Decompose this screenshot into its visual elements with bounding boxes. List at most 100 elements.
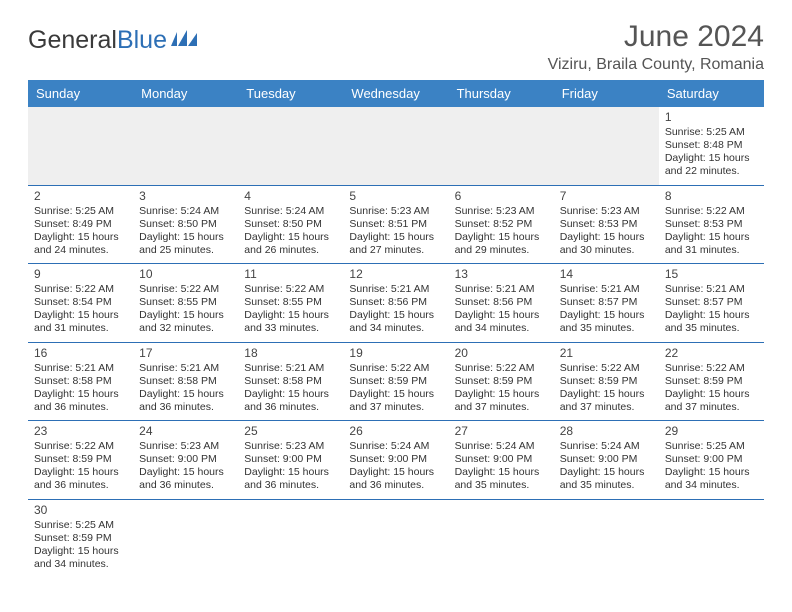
calendar-cell xyxy=(133,107,238,185)
daylight-line: Daylight: 15 hours and 35 minutes. xyxy=(455,466,548,492)
calendar-cell: 18Sunrise: 5:21 AMSunset: 8:58 PMDayligh… xyxy=(238,342,343,421)
daylight-line: Daylight: 15 hours and 35 minutes. xyxy=(665,309,758,335)
sunset-line: Sunset: 8:58 PM xyxy=(139,375,232,388)
calendar-cell: 13Sunrise: 5:21 AMSunset: 8:56 PMDayligh… xyxy=(449,264,554,343)
daylight-line: Daylight: 15 hours and 37 minutes. xyxy=(665,388,758,414)
day-number: 8 xyxy=(665,189,758,204)
day-header-row: SundayMondayTuesdayWednesdayThursdayFrid… xyxy=(28,80,764,107)
sunset-line: Sunset: 9:00 PM xyxy=(244,453,337,466)
sunrise-line: Sunrise: 5:25 AM xyxy=(665,126,758,139)
sunset-line: Sunset: 8:59 PM xyxy=(455,375,548,388)
logo-text-general: General xyxy=(28,26,117,55)
day-number: 6 xyxy=(455,189,548,204)
flag-icon xyxy=(171,26,197,55)
title-block: June 2024 Viziru, Braila County, Romania xyxy=(548,20,764,74)
sunrise-line: Sunrise: 5:21 AM xyxy=(560,283,653,296)
daylight-line: Daylight: 15 hours and 37 minutes. xyxy=(349,388,442,414)
calendar-cell: 25Sunrise: 5:23 AMSunset: 9:00 PMDayligh… xyxy=(238,421,343,500)
daylight-line: Daylight: 15 hours and 26 minutes. xyxy=(244,231,337,257)
daylight-line: Daylight: 15 hours and 36 minutes. xyxy=(244,466,337,492)
day-header: Tuesday xyxy=(238,80,343,107)
calendar-week: 1Sunrise: 5:25 AMSunset: 8:48 PMDaylight… xyxy=(28,107,764,185)
day-number: 7 xyxy=(560,189,653,204)
daylight-line: Daylight: 15 hours and 34 minutes. xyxy=(34,545,127,571)
day-number: 4 xyxy=(244,189,337,204)
logo: GeneralBlue xyxy=(28,26,197,55)
calendar-cell: 6Sunrise: 5:23 AMSunset: 8:52 PMDaylight… xyxy=(449,185,554,264)
day-header: Saturday xyxy=(659,80,764,107)
calendar-cell xyxy=(343,499,448,577)
day-number: 30 xyxy=(34,503,127,518)
calendar-cell: 29Sunrise: 5:25 AMSunset: 9:00 PMDayligh… xyxy=(659,421,764,500)
calendar-cell: 2Sunrise: 5:25 AMSunset: 8:49 PMDaylight… xyxy=(28,185,133,264)
sunset-line: Sunset: 9:00 PM xyxy=(349,453,442,466)
calendar-cell: 5Sunrise: 5:23 AMSunset: 8:51 PMDaylight… xyxy=(343,185,448,264)
logo-text-blue: Blue xyxy=(117,26,167,55)
daylight-line: Daylight: 15 hours and 27 minutes. xyxy=(349,231,442,257)
calendar-cell: 15Sunrise: 5:21 AMSunset: 8:57 PMDayligh… xyxy=(659,264,764,343)
day-header: Wednesday xyxy=(343,80,448,107)
sunset-line: Sunset: 8:59 PM xyxy=(34,532,127,545)
day-number: 16 xyxy=(34,346,127,361)
sunset-line: Sunset: 9:00 PM xyxy=(665,453,758,466)
day-number: 9 xyxy=(34,267,127,282)
calendar-cell: 19Sunrise: 5:22 AMSunset: 8:59 PMDayligh… xyxy=(343,342,448,421)
sunset-line: Sunset: 8:55 PM xyxy=(244,296,337,309)
daylight-line: Daylight: 15 hours and 34 minutes. xyxy=(665,466,758,492)
sunrise-line: Sunrise: 5:22 AM xyxy=(665,362,758,375)
calendar-cell: 1Sunrise: 5:25 AMSunset: 8:48 PMDaylight… xyxy=(659,107,764,185)
day-number: 5 xyxy=(349,189,442,204)
day-number: 14 xyxy=(560,267,653,282)
calendar-cell: 10Sunrise: 5:22 AMSunset: 8:55 PMDayligh… xyxy=(133,264,238,343)
sunrise-line: Sunrise: 5:24 AM xyxy=(349,440,442,453)
daylight-line: Daylight: 15 hours and 31 minutes. xyxy=(34,309,127,335)
calendar-week: 30Sunrise: 5:25 AMSunset: 8:59 PMDayligh… xyxy=(28,499,764,577)
sunrise-line: Sunrise: 5:21 AM xyxy=(349,283,442,296)
day-number: 21 xyxy=(560,346,653,361)
day-number: 19 xyxy=(349,346,442,361)
day-number: 17 xyxy=(139,346,232,361)
sunset-line: Sunset: 8:53 PM xyxy=(560,218,653,231)
sunrise-line: Sunrise: 5:21 AM xyxy=(34,362,127,375)
calendar-cell xyxy=(449,499,554,577)
sunset-line: Sunset: 8:59 PM xyxy=(34,453,127,466)
sunset-line: Sunset: 8:53 PM xyxy=(665,218,758,231)
day-number: 26 xyxy=(349,424,442,439)
calendar-week: 23Sunrise: 5:22 AMSunset: 8:59 PMDayligh… xyxy=(28,421,764,500)
day-number: 2 xyxy=(34,189,127,204)
day-header: Sunday xyxy=(28,80,133,107)
sunset-line: Sunset: 9:00 PM xyxy=(455,453,548,466)
sunset-line: Sunset: 8:56 PM xyxy=(349,296,442,309)
calendar-cell: 21Sunrise: 5:22 AMSunset: 8:59 PMDayligh… xyxy=(554,342,659,421)
daylight-line: Daylight: 15 hours and 36 minutes. xyxy=(34,466,127,492)
calendar-cell: 22Sunrise: 5:22 AMSunset: 8:59 PMDayligh… xyxy=(659,342,764,421)
calendar-cell xyxy=(133,499,238,577)
calendar-cell: 14Sunrise: 5:21 AMSunset: 8:57 PMDayligh… xyxy=(554,264,659,343)
sunrise-line: Sunrise: 5:24 AM xyxy=(560,440,653,453)
daylight-line: Daylight: 15 hours and 36 minutes. xyxy=(244,388,337,414)
day-number: 20 xyxy=(455,346,548,361)
calendar-cell xyxy=(554,107,659,185)
calendar-cell xyxy=(238,107,343,185)
header: GeneralBlue June 2024 Viziru, Braila Cou… xyxy=(28,20,764,74)
daylight-line: Daylight: 15 hours and 22 minutes. xyxy=(665,152,758,178)
day-number: 22 xyxy=(665,346,758,361)
calendar-cell: 7Sunrise: 5:23 AMSunset: 8:53 PMDaylight… xyxy=(554,185,659,264)
daylight-line: Daylight: 15 hours and 29 minutes. xyxy=(455,231,548,257)
calendar-cell: 30Sunrise: 5:25 AMSunset: 8:59 PMDayligh… xyxy=(28,499,133,577)
calendar-cell: 3Sunrise: 5:24 AMSunset: 8:50 PMDaylight… xyxy=(133,185,238,264)
sunset-line: Sunset: 8:48 PM xyxy=(665,139,758,152)
daylight-line: Daylight: 15 hours and 34 minutes. xyxy=(455,309,548,335)
day-number: 13 xyxy=(455,267,548,282)
sunrise-line: Sunrise: 5:23 AM xyxy=(139,440,232,453)
calendar-cell xyxy=(449,107,554,185)
calendar-cell: 16Sunrise: 5:21 AMSunset: 8:58 PMDayligh… xyxy=(28,342,133,421)
location: Viziru, Braila County, Romania xyxy=(548,56,764,74)
sunrise-line: Sunrise: 5:22 AM xyxy=(139,283,232,296)
sunset-line: Sunset: 8:49 PM xyxy=(34,218,127,231)
day-number: 1 xyxy=(665,110,758,125)
calendar-cell: 12Sunrise: 5:21 AMSunset: 8:56 PMDayligh… xyxy=(343,264,448,343)
calendar-cell xyxy=(659,499,764,577)
day-header: Thursday xyxy=(449,80,554,107)
day-header: Friday xyxy=(554,80,659,107)
